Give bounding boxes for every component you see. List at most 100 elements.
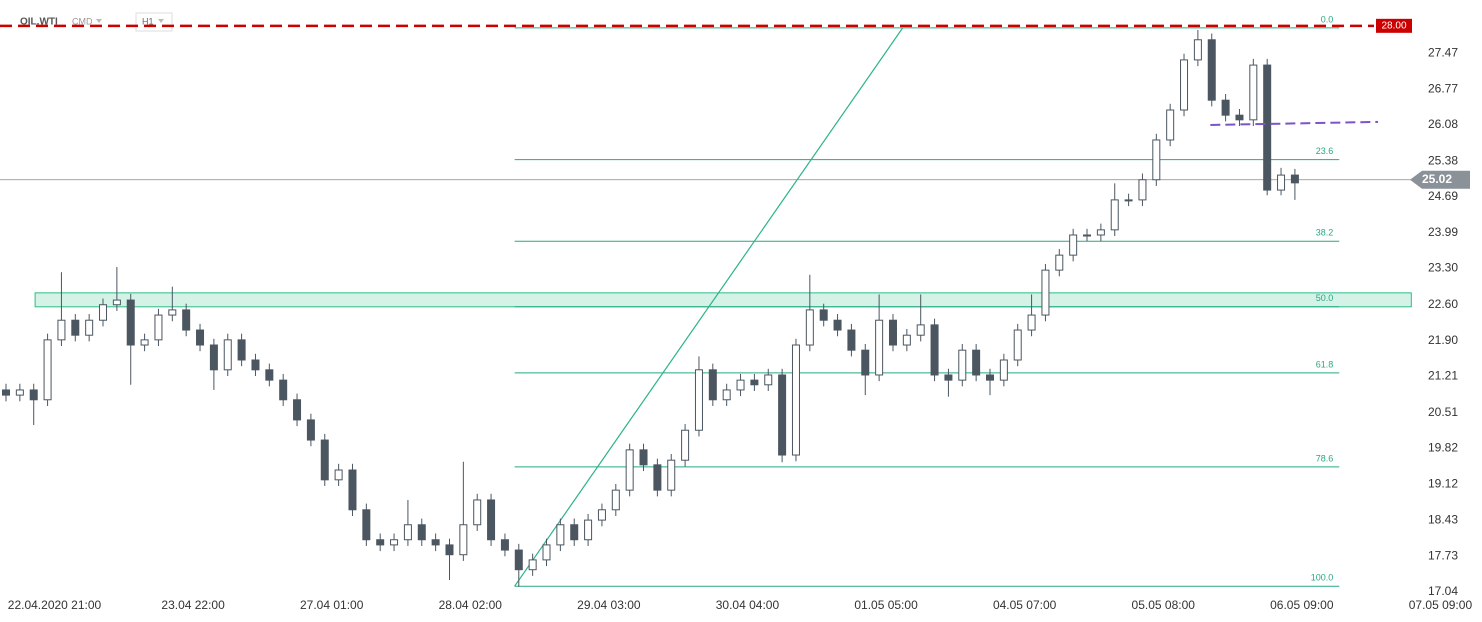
candle-body: [778, 374, 787, 456]
candle-body: [348, 469, 357, 511]
candle-body: [1027, 314, 1036, 331]
resistance-label-box: [1376, 18, 1412, 33]
candle-body: [237, 339, 246, 361]
candle-body: [140, 339, 149, 346]
x-tick-label: 06.05 09:00: [1270, 598, 1334, 612]
candle-body: [847, 329, 856, 351]
y-tick-label: 24.69: [1428, 189, 1458, 203]
candle-body: [168, 309, 177, 316]
y-tick-label: 25.38: [1428, 153, 1458, 167]
candle-body: [861, 349, 870, 376]
last-price-box: [1410, 170, 1470, 189]
candle-body: [99, 304, 108, 321]
dropdown-icon[interactable]: [158, 19, 164, 23]
y-tick-label: 26.08: [1428, 117, 1458, 131]
candle-body: [223, 339, 232, 371]
candle-body: [431, 539, 440, 546]
candle-body: [653, 464, 662, 491]
candle-body: [57, 319, 66, 341]
candle-body: [126, 299, 135, 346]
candle-body: [196, 329, 205, 346]
candle-body: [500, 539, 509, 551]
candle-body: [902, 334, 911, 346]
candle-body: [514, 549, 523, 571]
candle-body: [1207, 39, 1216, 101]
fib-label: 78.6: [1316, 453, 1334, 463]
candle-body: [376, 539, 385, 546]
candle-body: [819, 309, 828, 321]
candle-body: [528, 559, 537, 571]
candle-body: [1180, 59, 1189, 111]
candle-body: [708, 369, 717, 401]
y-tick-label: 18.43: [1428, 512, 1458, 526]
candle-body: [154, 314, 163, 341]
fib-label: 50.0: [1316, 293, 1334, 303]
y-tick-label: 17.73: [1428, 548, 1458, 562]
candle-body: [694, 369, 703, 431]
candle-body: [764, 374, 773, 386]
y-tick-label: 20.51: [1428, 405, 1458, 419]
candle-body: [916, 324, 925, 336]
x-tick-label: 28.04 02:00: [439, 598, 503, 612]
candle-body: [625, 449, 634, 491]
candle-body: [805, 309, 814, 346]
candle-body: [15, 389, 24, 396]
candle-body: [445, 544, 454, 556]
candle-body: [2, 389, 10, 396]
candle-body: [182, 309, 191, 331]
candle-body: [1083, 234, 1092, 237]
candle-body: [487, 499, 496, 541]
x-tick-label: 05.05 08:00: [1132, 598, 1196, 612]
candle-body: [791, 344, 800, 456]
fib-label: 23.6: [1316, 146, 1334, 156]
candle-body: [944, 374, 953, 381]
candle-body: [251, 359, 260, 371]
fib-label: 38.2: [1316, 228, 1334, 238]
support-zone: [34, 292, 1412, 308]
instrument-class: CMD: [72, 16, 93, 26]
x-tick-label: 27.04 01:00: [300, 598, 364, 612]
candle-body: [597, 509, 606, 521]
dropdown-icon[interactable]: [96, 19, 102, 23]
y-tick-label: 21.90: [1428, 333, 1458, 347]
candle-body: [570, 524, 579, 541]
candle-body: [1221, 99, 1230, 116]
y-tick-label: 19.12: [1428, 477, 1458, 491]
candle-body: [390, 539, 399, 546]
candle-body: [459, 524, 468, 556]
candle-body: [958, 349, 967, 381]
candle-body: [1166, 109, 1175, 141]
candle-body: [320, 439, 329, 481]
y-tick-label: 23.99: [1428, 225, 1458, 239]
instrument-title[interactable]: OIL.WTI: [20, 17, 58, 28]
candle-body: [1013, 329, 1022, 361]
candle-body: [972, 349, 981, 376]
x-tick-label: 29.04 03:00: [577, 598, 641, 612]
candle-body: [306, 419, 315, 441]
y-tick-label: 21.21: [1428, 369, 1458, 383]
timeframe[interactable]: H1: [142, 16, 154, 26]
y-tick-label: 27.47: [1428, 45, 1458, 59]
candle-body: [417, 524, 426, 541]
candle-body: [1235, 114, 1244, 121]
candle-body: [362, 509, 371, 541]
candle-body: [681, 429, 690, 461]
dashed-line: [1210, 120, 1379, 126]
candle-body: [1290, 174, 1299, 184]
candle-body: [1055, 254, 1064, 271]
candle-body: [279, 379, 288, 401]
candle-body: [1096, 229, 1105, 236]
candle-body: [1110, 199, 1119, 231]
candle-body: [71, 319, 80, 336]
resistance-label: 28.00: [1381, 20, 1406, 31]
candle-body: [722, 389, 731, 401]
fib-label: 100.0: [1311, 573, 1334, 583]
candle-body: [1124, 199, 1133, 202]
candle-body: [334, 469, 343, 481]
candle-body: [875, 319, 884, 376]
candle-body: [293, 399, 302, 421]
y-tick-label: 19.82: [1428, 440, 1458, 454]
